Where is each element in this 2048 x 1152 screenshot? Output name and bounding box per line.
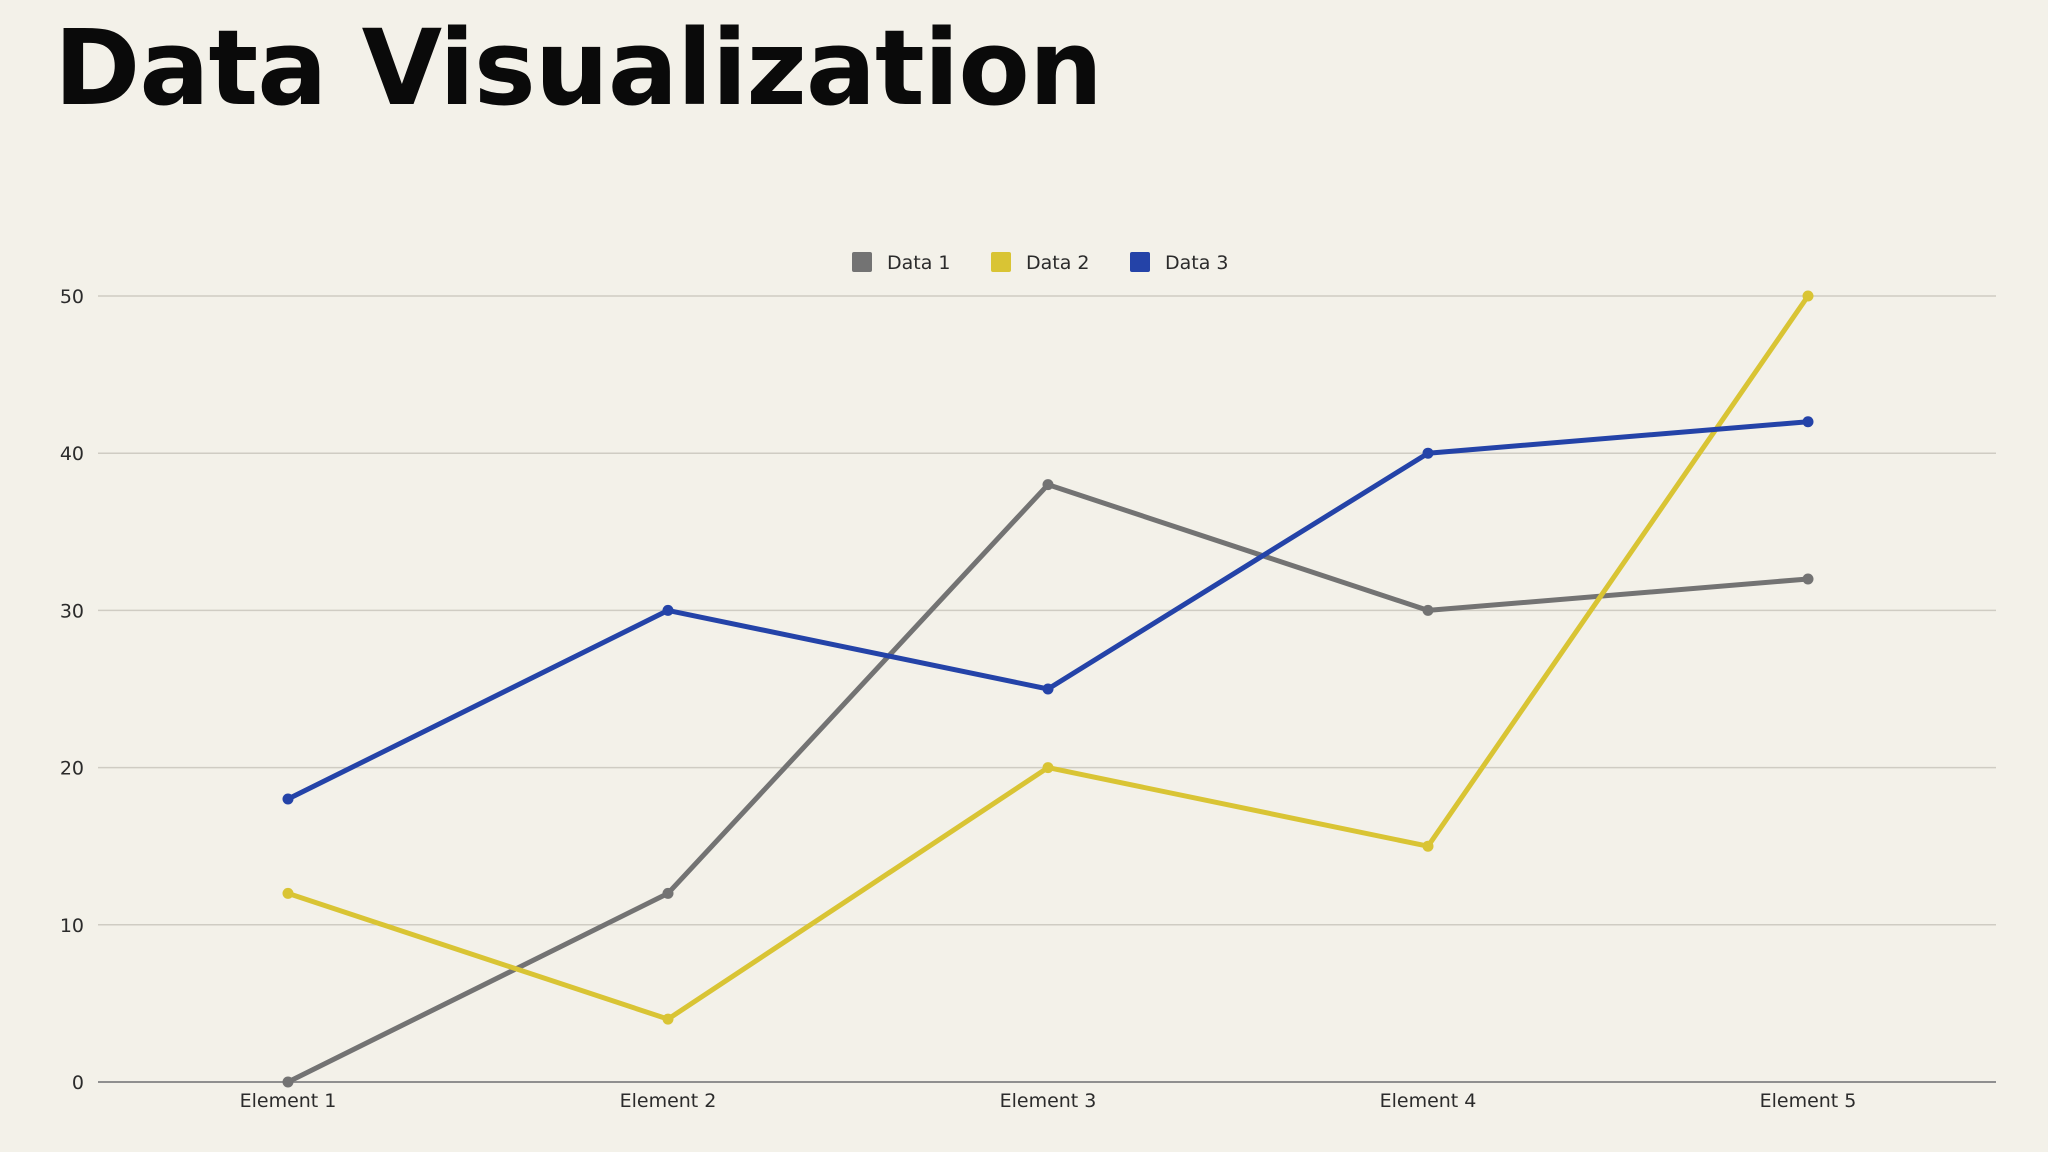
data-point [282,1076,294,1088]
legend: Data 1 Data 2 Data 3 [852,252,1229,274]
series-line-2 [285,293,1811,1022]
data-point [662,1013,674,1025]
legend-label: Data 2 [1026,252,1090,274]
data-point [1802,416,1814,428]
page-title: Data Visualization [54,7,1103,129]
data-point [1042,762,1054,774]
legend-label: Data 1 [887,252,951,274]
data-point [1422,604,1434,616]
data-point [282,887,294,899]
data-point [1802,290,1814,302]
y-tick-label: 40 [60,443,84,465]
series-line-1 [285,482,1811,1085]
data-point [1422,840,1434,852]
x-tick-label: Element 4 [1380,1090,1477,1112]
legend-label: Data 3 [1165,252,1229,274]
data-point [1042,479,1054,491]
x-tick-label: Element 5 [1760,1090,1857,1112]
axes: 0 10 20 30 40 50 Element 1 Element 2 Element 3 El… [60,286,1857,1112]
x-tick-label: Element 1 [240,1090,337,1112]
legend-swatch [852,252,872,272]
x-tick-label: Element 3 [1000,1090,1097,1112]
data-point [662,604,674,616]
legend-swatch [1130,252,1150,272]
data-point [1422,447,1434,459]
data-point [282,793,294,805]
y-tick-label: 30 [60,600,84,622]
data-point [1042,683,1054,695]
data-point [1802,573,1814,585]
legend-swatch [991,252,1011,272]
x-tick-label: Element 2 [620,1090,717,1112]
y-tick-label: 50 [60,286,84,308]
data-point [662,887,674,899]
series-lines [282,290,1814,1088]
y-tick-label: 20 [60,758,84,780]
y-tick-label: 10 [60,915,84,937]
y-tick-label: 0 [72,1072,84,1094]
